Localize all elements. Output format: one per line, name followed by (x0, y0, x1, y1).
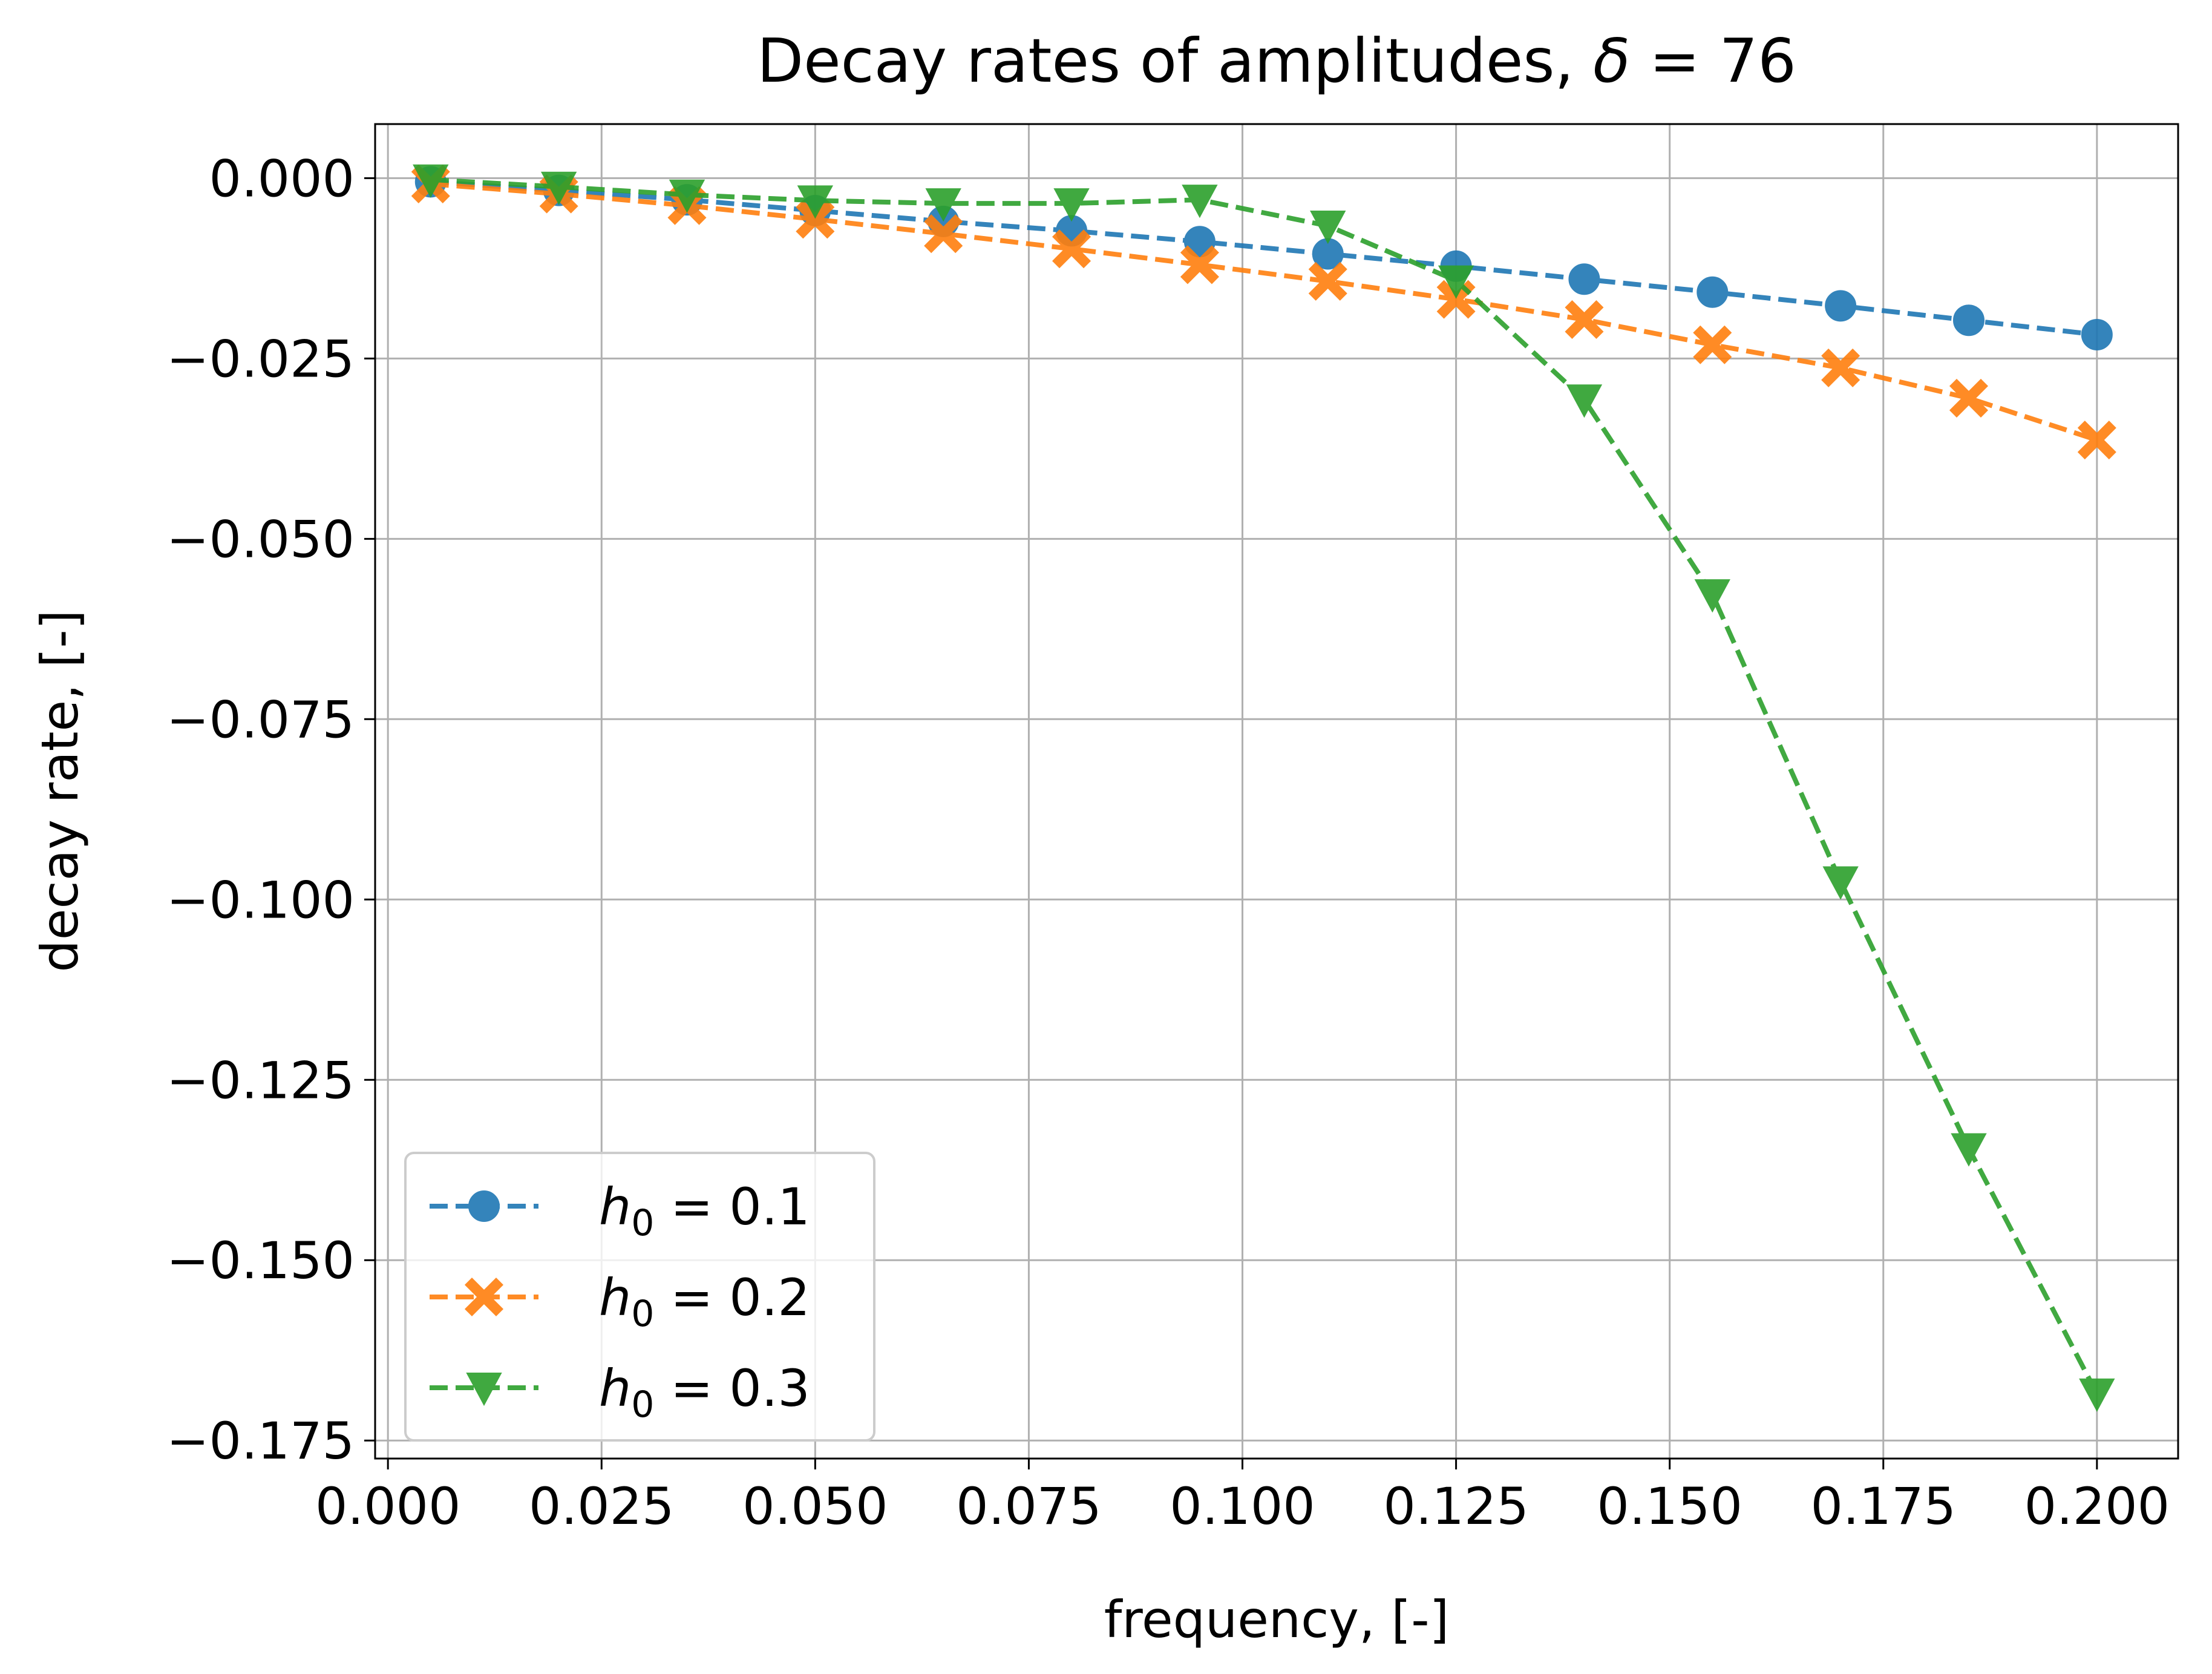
series-3-point (2079, 1378, 2115, 1412)
legend-label: h0 = 0.3 (599, 1359, 810, 1426)
series-2-point (1565, 300, 1604, 340)
legend-label-sub: 0 (631, 1384, 654, 1426)
legend-label-sub: 0 (631, 1202, 654, 1244)
series-2-point (1052, 229, 1091, 269)
x-tick-label: 0.150 (1597, 1477, 1742, 1536)
x-axis-label: frequency, [-] (1104, 1590, 1450, 1649)
series-2-point-stroke (1180, 245, 1219, 284)
legend-label-var: h (599, 1177, 631, 1236)
series-3 (413, 164, 2115, 1412)
y-tick-label: −0.125 (166, 1051, 355, 1110)
legend-entry-1 (430, 1190, 538, 1222)
series-3-point (1438, 265, 1474, 299)
series-2-point (796, 200, 835, 239)
x-tick-label: 0.025 (529, 1477, 674, 1536)
legend-entry-2 (430, 1277, 538, 1317)
series-2-point (1949, 378, 1989, 418)
legend-marker (466, 1373, 502, 1406)
legend-marker (468, 1190, 500, 1222)
grid (375, 124, 2178, 1459)
series-3-point (1310, 211, 1346, 245)
series-1-point (1568, 263, 1600, 295)
legend-frame (404, 1152, 875, 1442)
series-2-point-stroke (1949, 378, 1989, 418)
legend-label: h0 = 0.1 (599, 1177, 810, 1244)
y-tick-label: 0.000 (209, 149, 355, 208)
series-2-point-stroke (1052, 229, 1091, 269)
legend-label-value: = 0.3 (654, 1359, 810, 1418)
title-suffix: = 76 (1630, 25, 1796, 96)
series-2-point (2077, 421, 2116, 460)
series-group (411, 164, 2116, 1412)
series-2-line (430, 181, 2098, 442)
series-2-point (924, 214, 963, 254)
series-1-line (430, 179, 2098, 337)
series-3-point (1694, 579, 1730, 613)
series-1-point (1825, 290, 1857, 322)
y-tick-label: −0.050 (166, 510, 355, 569)
series-3-point (540, 171, 577, 205)
series-1-point (1952, 304, 1985, 336)
series-1-point (2081, 319, 2113, 351)
y-axis-label: decay rate, [-] (30, 610, 90, 973)
series-3-point (797, 185, 834, 219)
series-3-point (669, 179, 705, 213)
series-2-point-stroke (796, 200, 835, 239)
series-3-point (413, 164, 449, 198)
y-tick-label: −0.175 (166, 1411, 355, 1471)
series-2-point-stroke (1565, 300, 1604, 340)
x-tick-label: 0.200 (2024, 1477, 2170, 1536)
legend-marker-stroke (464, 1277, 504, 1317)
series-2-point-stroke (2077, 421, 2116, 460)
legend-marker (464, 1277, 504, 1317)
legend-label-var: h (599, 1268, 631, 1327)
x-tick-label: 0.175 (1811, 1477, 1956, 1536)
series-3-point (1822, 866, 1859, 900)
series-1-point (1183, 226, 1216, 258)
series-3-point (925, 188, 961, 222)
series-2-point (1180, 245, 1219, 284)
title-symbol: δ (1593, 25, 1630, 96)
legend-label-value: = 0.1 (654, 1177, 810, 1236)
series-3-line (430, 177, 2099, 1395)
series-3-point (1566, 384, 1603, 418)
legend: h0 = 0.1h0 = 0.2h0 = 0.3 (404, 1152, 875, 1442)
x-tick-label: 0.075 (956, 1477, 1101, 1536)
y-tick-label: −0.150 (166, 1231, 355, 1290)
legend-entry-3 (430, 1373, 538, 1406)
series-2-point-stroke (1693, 325, 1732, 364)
series-3-point (1053, 188, 1090, 222)
x-tick-label: 0.000 (315, 1477, 460, 1536)
x-tick-label: 0.100 (1170, 1477, 1315, 1536)
series-3-point (1182, 185, 1218, 218)
y-tick-label: −0.075 (166, 690, 355, 749)
chart-title: Decay rates of amplitudes, δ = 76 (757, 25, 1796, 96)
x-tick-label: 0.050 (742, 1477, 888, 1536)
series-1-point (1697, 276, 1729, 308)
series-2-point (1308, 261, 1347, 301)
legend-label-var: h (599, 1359, 631, 1418)
series-3-point (1951, 1133, 1987, 1167)
series-2-point (1693, 325, 1732, 364)
series-2-point-stroke (924, 214, 963, 254)
legend-label: h0 = 0.2 (599, 1268, 810, 1335)
title-prefix: Decay rates of amplitudes, (757, 25, 1593, 96)
legend-label-value: = 0.2 (654, 1268, 810, 1327)
series-2-point-stroke (1821, 348, 1860, 387)
x-tick-label: 0.125 (1383, 1477, 1528, 1536)
ticks: 0.000 0.025 0.050 0.075 0.100 0.125 0.150 0.175… (166, 149, 2170, 1536)
series-2-point-stroke (1308, 261, 1347, 301)
legend-label-sub: 0 (631, 1293, 654, 1335)
series-2-point (1821, 348, 1860, 387)
y-tick-label: −0.025 (166, 329, 355, 389)
y-tick-label: −0.100 (166, 870, 355, 930)
plot-frame (374, 123, 2179, 1460)
